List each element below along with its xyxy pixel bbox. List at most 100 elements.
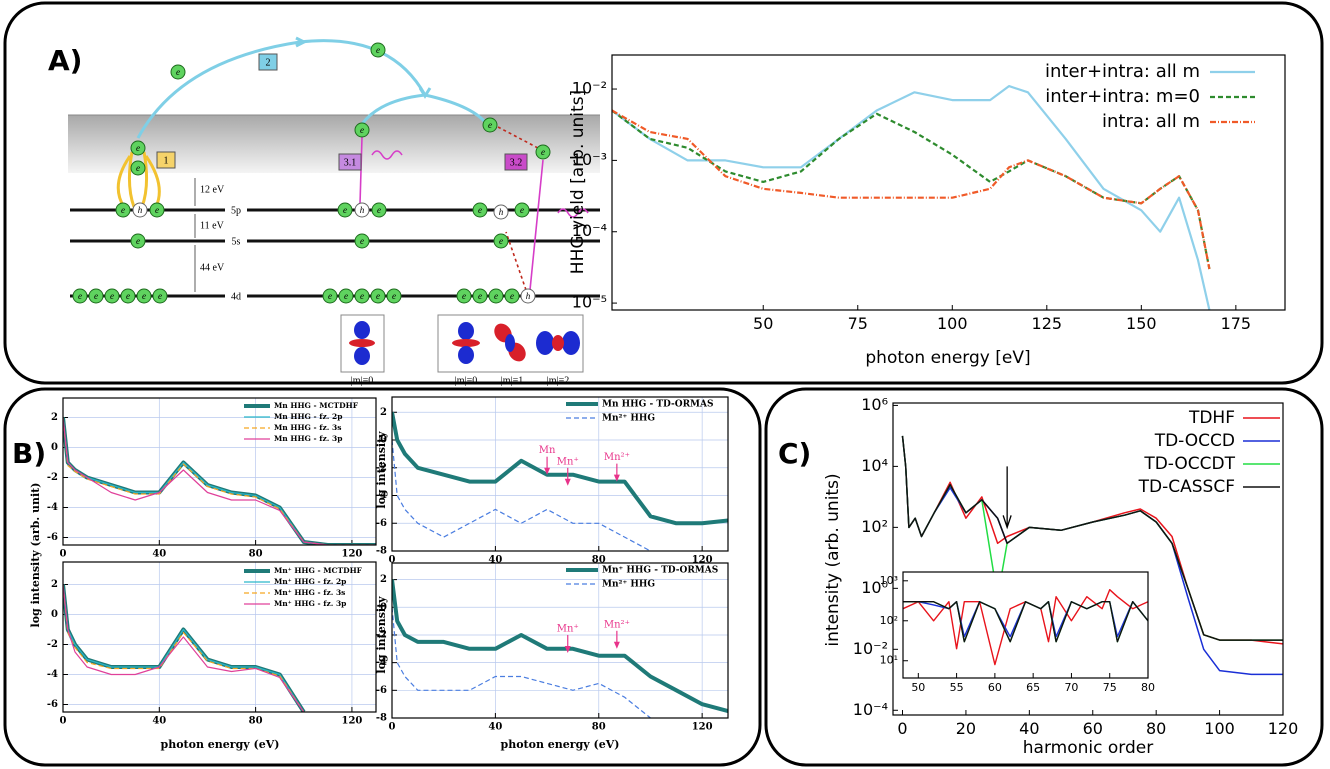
x-tick-label: 40 [152, 716, 166, 727]
x-tick-label: 125 [1032, 314, 1063, 333]
electron [456, 288, 472, 304]
electron [472, 288, 488, 304]
orbital-label: |m|=0 [455, 375, 477, 386]
hole [132, 202, 148, 218]
hole-label: h [526, 291, 531, 301]
hole [520, 288, 536, 304]
x-tick-label: 80 [1141, 681, 1155, 694]
electron [130, 233, 146, 249]
step-label: 2 [266, 57, 271, 68]
series-line [392, 607, 651, 718]
y-tick-label: 10⁻² [853, 639, 888, 658]
chart: 0 40 80 120 2 0 -2 -4 -6 log intensity (arb. unit… [29, 397, 377, 627]
y-tick-label: 2 [51, 579, 58, 590]
panel-label: C) [778, 437, 811, 470]
legend-label: TD-CASSCF [1138, 477, 1235, 497]
legend-label: Mn²⁺ HHG [602, 414, 655, 424]
y-tick-label: 10⁻³ [572, 150, 607, 169]
electron-label: e [494, 291, 498, 301]
electron-label: e [478, 205, 482, 215]
y-tick-label: -4 [47, 669, 58, 680]
hole-label: h [360, 205, 365, 215]
series-line [392, 579, 728, 714]
electron [370, 42, 386, 58]
gap-label: 12 eV [200, 184, 225, 195]
x-tick-label: 75 [1103, 681, 1117, 694]
chart: 0 40 80 120 2 0 -2 -4 -6 -8 photon energy (eV) log … [375, 562, 729, 751]
legend-label: Mn HHG - fz. 2p [274, 412, 342, 421]
series-line [392, 411, 728, 526]
electron [72, 288, 88, 304]
electron [120, 288, 136, 304]
x-tick-label: 80 [249, 549, 263, 560]
x-axis-label: photon energy (eV) [161, 738, 280, 751]
electron [149, 202, 165, 218]
y-tick-label: 10⁻⁴ [572, 221, 607, 240]
x-tick-label: 120 [341, 549, 362, 560]
x-tick-label: 80 [592, 555, 606, 566]
level-label: 4d [231, 291, 241, 302]
label-gap [225, 200, 247, 304]
transitions [359, 126, 589, 291]
y-tick-label: -6 [376, 518, 387, 529]
x-tick-label: 40 [152, 549, 166, 560]
y-axis-label: log intensity [375, 431, 388, 509]
series-line [63, 584, 305, 712]
legend-label: Mn HHG - TD-ORMAS [602, 400, 714, 410]
x-tick-label: 0 [60, 716, 67, 727]
annotation-arrowhead [613, 641, 620, 649]
electron [472, 202, 488, 218]
legend-label: Mn⁺ HHG - fz. 3p [274, 599, 346, 608]
series-group [63, 417, 376, 545]
electron [115, 202, 131, 218]
annotation-label: Mn⁺ [557, 456, 579, 467]
gap-label: 11 eV [200, 220, 225, 231]
y-axis-label: intensity (arb. units) [823, 473, 843, 646]
electron-label: e [376, 291, 380, 301]
annotation-label: Mn²⁺ [604, 619, 630, 630]
electron [488, 288, 504, 304]
y-tick-label: -4 [47, 502, 58, 513]
annotation-label: Mn²⁺ [604, 452, 630, 463]
y-tick-label: -8 [376, 713, 387, 724]
electron [337, 202, 353, 218]
y-tick-label: 10⁶ [861, 395, 888, 414]
series-line [63, 584, 305, 712]
series-group [901, 435, 1283, 676]
series-line [612, 109, 1211, 270]
legend-label: Mn²⁺ HHG [602, 580, 655, 590]
x-tick-label: 40 [488, 555, 502, 566]
electron-label: e [541, 147, 545, 157]
electron-label: e [510, 291, 514, 301]
step-boxes [156, 53, 528, 171]
y-tick-label: 10² [880, 614, 898, 627]
gap-label: 44 eV [200, 262, 225, 273]
x-tick-label: 40 [488, 722, 502, 733]
electron [386, 288, 402, 304]
electron [535, 144, 551, 160]
series-group [392, 579, 728, 718]
series-line [612, 109, 1211, 270]
x-tick-label: 70 [1064, 681, 1078, 694]
electron [130, 140, 146, 156]
y-tick-label: 0 [380, 435, 387, 446]
electron-label: e [155, 205, 159, 215]
annotation-arrowhead [564, 478, 571, 486]
step-label: 3.1 [344, 157, 357, 168]
legend-label: TDHF [1188, 408, 1235, 428]
diagram: 5p 5s 4d 12 eV 11 eV 44 eV [68, 36, 600, 386]
electron-label: e [360, 236, 364, 246]
plot-frame [611, 54, 1286, 311]
annotation-arrowhead [613, 474, 620, 482]
x-tick-label: 80 [592, 722, 606, 733]
electron [354, 288, 370, 304]
orbital-label: |m|=2 [547, 375, 569, 386]
legend-label: Mn⁺ HHG - fz. 2p [274, 577, 346, 586]
panel-c-frame [764, 387, 1324, 767]
electron [130, 160, 146, 176]
electrons: e e e e e e e e e e e e e e e e e e e e e e e e e e e e e e e h h h h [72, 42, 551, 304]
electron [371, 202, 387, 218]
electron-label: e [499, 236, 503, 246]
y-tick-label: 2 [380, 574, 387, 585]
